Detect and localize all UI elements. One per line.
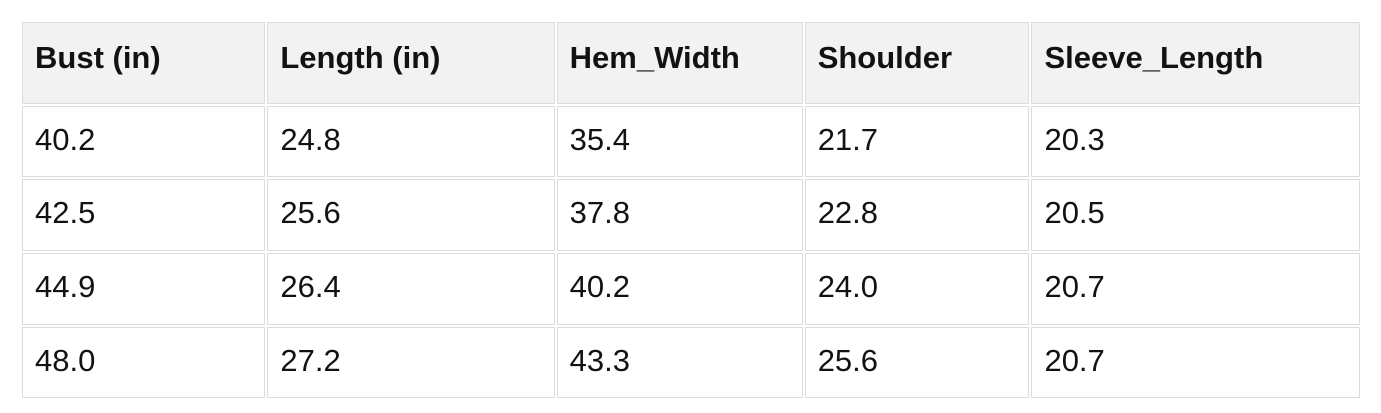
table-cell: 20.5 (1031, 179, 1360, 251)
column-header-bust: Bust (in) (22, 22, 266, 104)
measurements-table: Bust (in) Length (in) Hem_Width Shoulder… (20, 20, 1362, 400)
table-cell: 24.0 (804, 252, 1030, 325)
table-cell: 25.6 (804, 326, 1030, 399)
table-cell: 44.9 (22, 252, 266, 325)
table-cell: 26.4 (267, 252, 555, 325)
table-cell: 42.5 (22, 179, 266, 251)
table-cell: 20.7 (1031, 326, 1360, 399)
column-header-shoulder: Shoulder (804, 22, 1030, 104)
table-cell: 25.6 (267, 179, 555, 251)
table-cell: 35.4 (556, 105, 803, 178)
table-row: 40.2 24.8 35.4 21.7 20.3 (22, 105, 1360, 178)
column-header-hem-width: Hem_Width (556, 22, 803, 104)
table-cell: 21.7 (804, 105, 1030, 178)
table-row: 48.0 27.2 43.3 25.6 20.7 (22, 326, 1360, 399)
table-cell: 37.8 (556, 179, 803, 251)
table-cell: 24.8 (267, 105, 555, 178)
table-row: 44.9 26.4 40.2 24.0 20.7 (22, 252, 1360, 325)
table-cell: 48.0 (22, 326, 266, 399)
column-header-length: Length (in) (267, 22, 555, 104)
table-cell: 27.2 (267, 326, 555, 399)
table-cell: 20.7 (1031, 252, 1360, 325)
header-row: Bust (in) Length (in) Hem_Width Shoulder… (22, 22, 1360, 104)
table-row: 42.5 25.6 37.8 22.8 20.5 (22, 179, 1360, 251)
table-cell: 20.3 (1031, 105, 1360, 178)
table-cell: 40.2 (556, 252, 803, 325)
column-header-sleeve-length: Sleeve_Length (1031, 22, 1360, 104)
table-cell: 40.2 (22, 105, 266, 178)
table-cell: 43.3 (556, 326, 803, 399)
table-cell: 22.8 (804, 179, 1030, 251)
